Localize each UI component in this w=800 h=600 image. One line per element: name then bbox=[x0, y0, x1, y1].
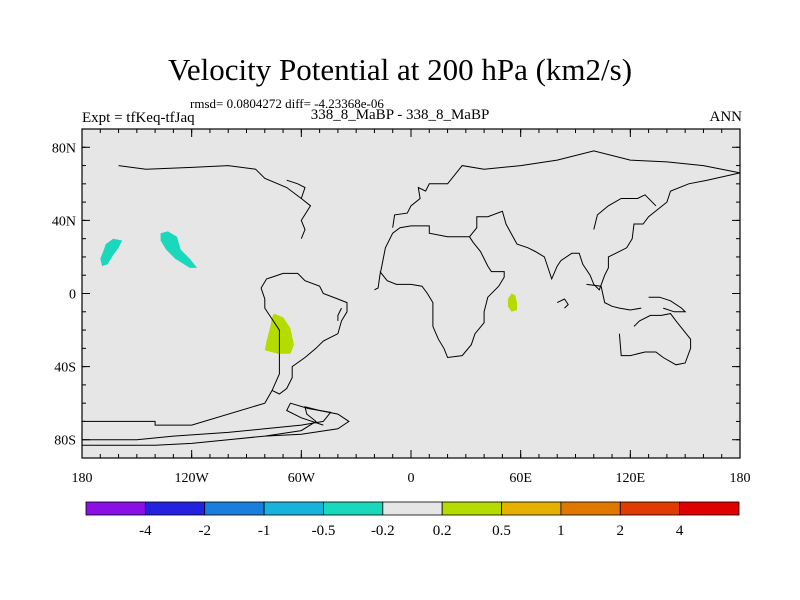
colorbar-swatch bbox=[263, 501, 324, 516]
colorbar-swatch bbox=[382, 501, 443, 516]
colorbar-label: -1 bbox=[258, 523, 271, 539]
colorbar-swatch bbox=[560, 501, 621, 516]
y-tick-label: 80N bbox=[52, 141, 76, 156]
colorbar-label: 0.2 bbox=[433, 523, 452, 539]
colorbar-label: 4 bbox=[676, 523, 684, 539]
colorbar-label: -0.2 bbox=[371, 523, 395, 539]
y-tick-label: 0 bbox=[69, 288, 76, 303]
map-axes: 180 120W 60W 0 60E 120E 180 80N 40N 0 40S 80S bbox=[52, 128, 751, 486]
chart-title: Velocity Potential at 200 hPa (km2/s) bbox=[167, 52, 633, 87]
continent-outline-1 bbox=[82, 272, 348, 426]
x-tick-label: 180 bbox=[730, 471, 751, 486]
y-tick-label: 80S bbox=[54, 434, 76, 449]
continent-outline-10 bbox=[337, 307, 342, 321]
continent-outline-5 bbox=[392, 150, 741, 228]
experiment-label: Expt = tfKeq-tfJaq bbox=[82, 110, 195, 126]
map-plot-area bbox=[82, 129, 741, 458]
x-tick-label: 60W bbox=[288, 471, 316, 486]
shaded-region-4 bbox=[507, 293, 517, 312]
rmsd-annotation: rmsd= 0.0804272 diff= -4.23368e-06 bbox=[190, 96, 384, 111]
colorbar-swatch bbox=[679, 501, 740, 516]
shaded-region-2 bbox=[160, 231, 198, 268]
x-tick-label: 120E bbox=[616, 471, 646, 486]
continent-outline-2 bbox=[82, 406, 350, 446]
case-subtitle: 338_8_MaBP - 338_8_MaBP bbox=[310, 107, 490, 123]
colorbar-swatch bbox=[204, 501, 265, 516]
continent-outline-13 bbox=[586, 283, 642, 311]
y-tick-label: 40N bbox=[52, 214, 76, 229]
colorbar-label: -2 bbox=[198, 523, 211, 539]
map-background bbox=[82, 129, 740, 458]
continent-outline-11 bbox=[593, 194, 657, 230]
colorbar-label: 0.5 bbox=[492, 523, 511, 539]
colorbar-label: 1 bbox=[557, 523, 565, 539]
shaded-region-1 bbox=[100, 238, 123, 267]
y-tick-label: 40S bbox=[54, 361, 76, 376]
continent-outline-9 bbox=[618, 313, 692, 366]
continent-outline-7 bbox=[286, 179, 312, 239]
colorbar-label: -0.5 bbox=[312, 523, 336, 539]
colorbar-swatch bbox=[501, 501, 562, 516]
colorbar-swatch bbox=[144, 501, 206, 516]
continent-outline-6 bbox=[469, 172, 741, 291]
colorbar-swatch bbox=[441, 501, 502, 516]
colorbar-label: 2 bbox=[617, 523, 625, 539]
x-tick-label: 0 bbox=[408, 471, 415, 486]
colorbar-swatch bbox=[619, 501, 681, 516]
colorbar: -4 -2 -1 -0.5 -0.2 0.2 0.5 1 2 4 bbox=[85, 501, 740, 539]
colorbar-label: -4 bbox=[139, 523, 152, 539]
continent-outline-3 bbox=[85, 402, 332, 441]
continent-outline-8 bbox=[556, 298, 569, 309]
x-tick-label: 180 bbox=[72, 471, 93, 486]
continent-outline-14 bbox=[648, 296, 687, 313]
colorbar-swatch bbox=[85, 501, 146, 516]
x-tick-label: 60E bbox=[509, 471, 532, 486]
x-tick-label: 120W bbox=[175, 471, 210, 486]
season-label: ANN bbox=[709, 109, 743, 125]
colorbar-swatch bbox=[323, 501, 384, 516]
continent-outline-4 bbox=[374, 225, 505, 359]
continent-outline-12 bbox=[118, 165, 302, 199]
